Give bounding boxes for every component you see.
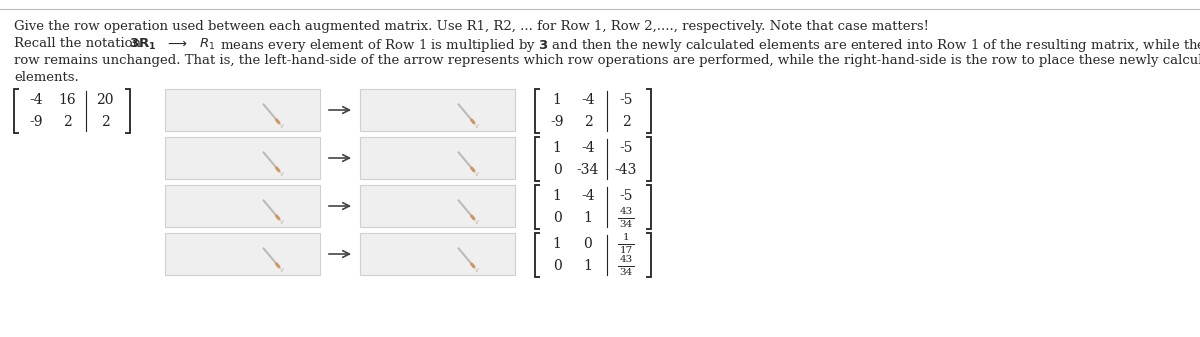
FancyBboxPatch shape bbox=[360, 137, 515, 179]
FancyBboxPatch shape bbox=[360, 185, 515, 227]
Text: v: v bbox=[280, 171, 283, 177]
Text: $\boldsymbol{R_1}$: $\boldsymbol{R_1}$ bbox=[199, 37, 215, 52]
FancyBboxPatch shape bbox=[166, 137, 320, 179]
Text: 1: 1 bbox=[552, 237, 562, 251]
Text: v: v bbox=[474, 219, 479, 225]
FancyBboxPatch shape bbox=[166, 233, 320, 275]
Text: means every element of Row 1 is multiplied by $\mathbf{3}$ and then the newly ca: means every element of Row 1 is multipli… bbox=[220, 37, 1200, 54]
FancyBboxPatch shape bbox=[166, 185, 320, 227]
Text: -5: -5 bbox=[619, 189, 632, 203]
Text: 34: 34 bbox=[619, 220, 632, 229]
Text: -34: -34 bbox=[577, 163, 599, 177]
Text: v: v bbox=[474, 123, 479, 129]
Text: 1: 1 bbox=[552, 93, 562, 107]
Text: 2: 2 bbox=[583, 115, 593, 129]
Text: v: v bbox=[280, 219, 283, 225]
Text: 43: 43 bbox=[619, 255, 632, 264]
Text: -4: -4 bbox=[581, 189, 595, 203]
Text: 16: 16 bbox=[58, 93, 76, 107]
Text: -43: -43 bbox=[614, 163, 637, 177]
Text: Recall the notation: Recall the notation bbox=[14, 37, 145, 50]
Text: 0: 0 bbox=[583, 237, 593, 251]
Text: 34: 34 bbox=[619, 268, 632, 277]
Text: 1: 1 bbox=[623, 233, 629, 242]
Text: 20: 20 bbox=[96, 93, 114, 107]
Text: 1: 1 bbox=[583, 211, 593, 225]
Text: -4: -4 bbox=[581, 93, 595, 107]
Text: -4: -4 bbox=[581, 141, 595, 155]
Text: 1: 1 bbox=[583, 259, 593, 273]
Text: 2: 2 bbox=[622, 115, 630, 129]
Text: v: v bbox=[280, 267, 283, 273]
FancyBboxPatch shape bbox=[360, 233, 515, 275]
Text: $\longrightarrow$: $\longrightarrow$ bbox=[166, 37, 188, 50]
Text: -9: -9 bbox=[551, 115, 564, 129]
Text: v: v bbox=[280, 123, 283, 129]
Text: 1: 1 bbox=[552, 189, 562, 203]
Text: 17: 17 bbox=[619, 246, 632, 255]
Text: 2: 2 bbox=[101, 115, 109, 129]
Text: -5: -5 bbox=[619, 141, 632, 155]
Text: elements.: elements. bbox=[14, 71, 79, 84]
Text: 1: 1 bbox=[552, 141, 562, 155]
Text: 0: 0 bbox=[553, 163, 562, 177]
Text: Give the row operation used between each augmented matrix. Use R1, R2, ... for R: Give the row operation used between each… bbox=[14, 20, 929, 33]
Text: -4: -4 bbox=[29, 93, 43, 107]
Text: 2: 2 bbox=[62, 115, 71, 129]
Text: 43: 43 bbox=[619, 207, 632, 216]
Text: v: v bbox=[474, 171, 479, 177]
Text: $\mathbf{3R_1}$: $\mathbf{3R_1}$ bbox=[130, 37, 156, 52]
Text: 0: 0 bbox=[553, 259, 562, 273]
Text: row remains unchanged. That is, the left-hand-side of the arrow represents which: row remains unchanged. That is, the left… bbox=[14, 54, 1200, 67]
Text: 0: 0 bbox=[553, 211, 562, 225]
FancyBboxPatch shape bbox=[360, 89, 515, 131]
Text: -5: -5 bbox=[619, 93, 632, 107]
Text: -9: -9 bbox=[29, 115, 43, 129]
Text: v: v bbox=[474, 267, 479, 273]
FancyBboxPatch shape bbox=[166, 89, 320, 131]
